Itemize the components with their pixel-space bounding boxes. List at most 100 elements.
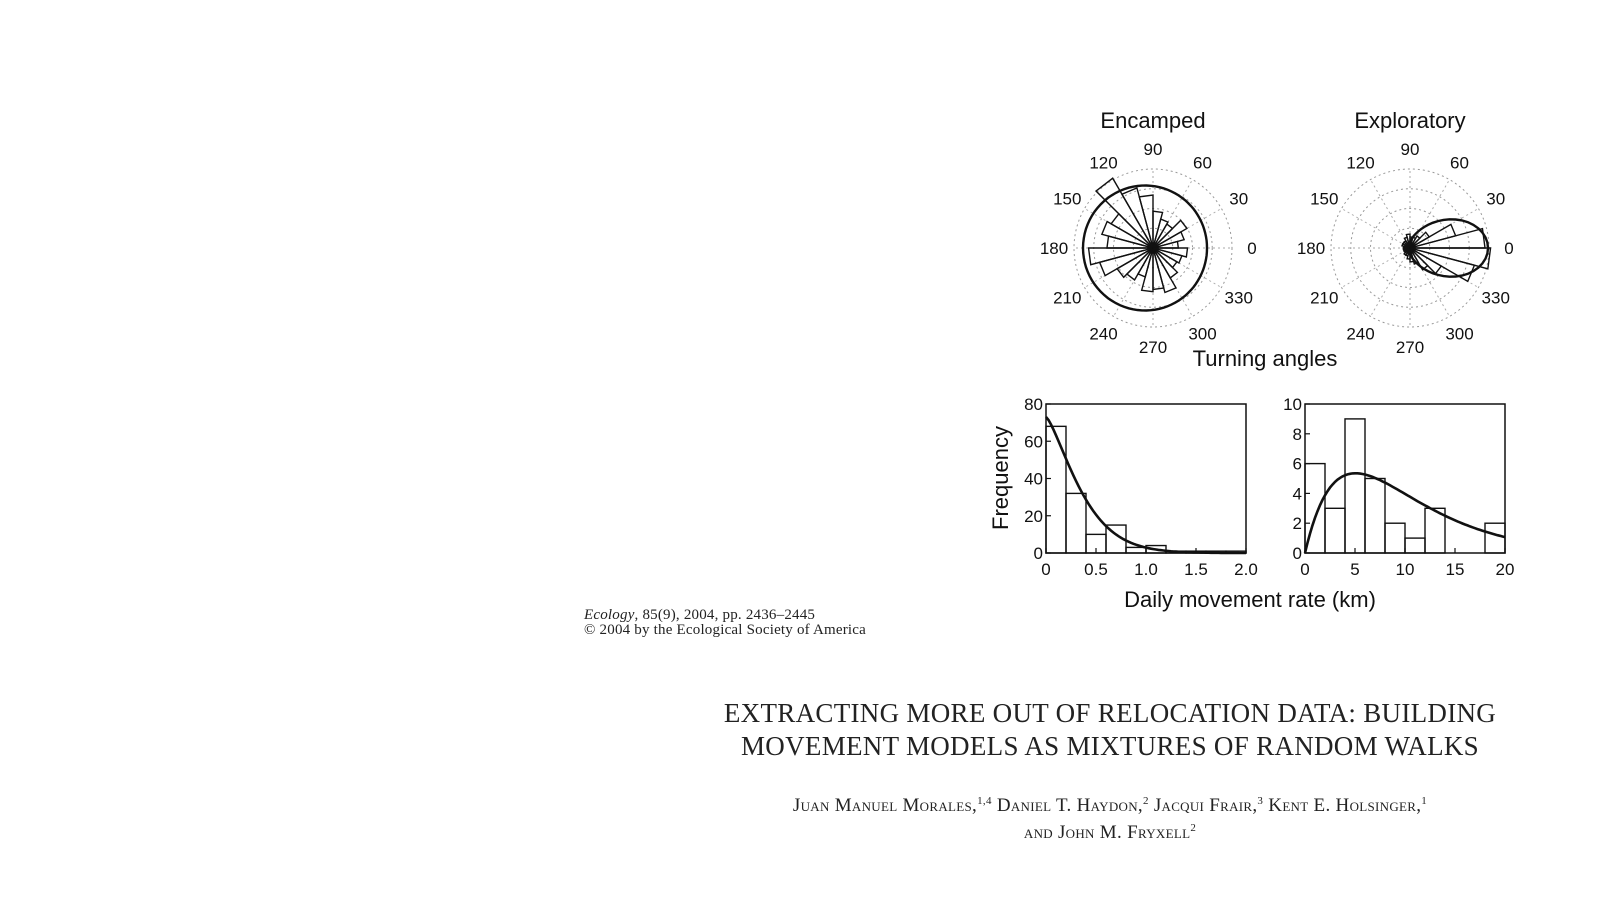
exploratory-fit-curve — [1404, 218, 1490, 278]
encamped-angle-tick: 90 — [1144, 140, 1163, 159]
encamped-hist-bar — [1045, 425, 1067, 554]
exploratory-hist-y-tick-label: 2 — [1293, 514, 1302, 533]
exploratory-angle-tick: 60 — [1450, 153, 1469, 172]
exploratory-hist-bar — [1324, 507, 1346, 554]
histogram-exploratory: 0 5 10 15 20 0 2 4 6 8 10 — [1283, 395, 1514, 579]
author-list: Juan Manuel Morales,1,4 Daniel T. Haydon… — [600, 792, 1600, 846]
encamped-angle-tick: 60 — [1193, 153, 1212, 172]
encamped-angle-tick: 300 — [1188, 325, 1216, 344]
encamped-spoke — [1152, 247, 1222, 288]
encamped-hist-y-tick-label: 60 — [1024, 432, 1043, 451]
exploratory-hist-y-tick-label: 8 — [1293, 425, 1302, 444]
citation-line: Ecology, 85(9), 2004, pp. 2436–2445 — [584, 608, 866, 623]
encamped-angle-tick: 30 — [1229, 190, 1248, 209]
polar-title-encamped: Encamped — [1100, 108, 1205, 133]
encamped-hist-x-tick-label: 0.5 — [1084, 560, 1108, 579]
x-axis-caption: Daily movement rate (km) — [1124, 587, 1376, 612]
encamped-hist-y-tick-label: 20 — [1024, 507, 1043, 526]
encamped-outer-circle — [1073, 168, 1233, 328]
exploratory-hist-x-tick-label: 10 — [1396, 560, 1415, 579]
encamped-hist-y-tick-label: 0 — [1034, 544, 1043, 563]
author-affiliation: 2 — [1190, 822, 1197, 834]
figure: Encamped 0306090120150180210240270300330… — [988, 108, 1514, 612]
exploratory-hist-bar — [1424, 507, 1446, 554]
exploratory-spoke — [1409, 179, 1450, 249]
citation: Ecology, 85(9), 2004, pp. 2436–2445 © 20… — [584, 608, 866, 638]
encamped-spoke — [1084, 247, 1154, 288]
exploratory-bar — [1409, 247, 1492, 270]
encamped-angle-tick: 270 — [1139, 338, 1167, 357]
title-line-1: EXTRACTING MORE OUT OF RELOCATION DATA: … — [723, 698, 1497, 728]
exploratory-angle-tick: 240 — [1346, 325, 1374, 344]
exploratory-hist-x-tick-label: 0 — [1300, 560, 1309, 579]
author-name: Daniel T. Haydon, — [996, 795, 1143, 816]
polar-chart-exploratory: Exploratory 0 30 60 90 120 150 180 210 240 270 300… — [1297, 108, 1514, 357]
exploratory-angle-tick: 0 — [1504, 239, 1513, 258]
encamped-hist-fit-curve — [1045, 416, 1246, 555]
polar-caption: Turning angles — [1193, 346, 1338, 371]
encamped-angle-tick: 240 — [1089, 325, 1117, 344]
journal-details: , 85(9), 2004, pp. 2436–2445 — [634, 607, 816, 623]
exploratory-hist-fit-curve — [1303, 471, 1506, 554]
encamped-angle-tick: 180 — [1040, 239, 1068, 258]
exploratory-angle-tick: 150 — [1310, 190, 1338, 209]
exploratory-angle-tick: 300 — [1445, 325, 1473, 344]
encamped-spoke — [1152, 208, 1222, 249]
exploratory-spoke — [1370, 247, 1411, 317]
exploratory-hist-y-tick-label: 4 — [1293, 484, 1302, 503]
histogram-encamped: Frequency 0 0.5 1.0 1.5 2.0 0 20 40 60 80 — [988, 395, 1258, 579]
encamped-spoke — [1152, 179, 1193, 249]
encamped-hist-bar — [1065, 492, 1087, 554]
exploratory-hist-bar — [1404, 537, 1426, 554]
author-name: and John M. Fryxell — [1023, 822, 1191, 843]
authors-line-1: Juan Manuel Morales,1,4 Daniel T. Haydon… — [600, 792, 1600, 819]
encamped-spoke — [1084, 208, 1154, 249]
encamped-hist-x-tick-label: 2.0 — [1234, 560, 1258, 579]
encamped-angle-tick: 210 — [1053, 289, 1081, 308]
authors-line-2: and John M. Fryxell2 — [600, 819, 1600, 846]
exploratory-spoke — [1341, 208, 1411, 249]
encamped-hist-x-tick-label: 0 — [1041, 560, 1050, 579]
encamped-spoke — [1152, 247, 1193, 317]
encamped-angle-tick: 330 — [1225, 289, 1253, 308]
exploratory-spoke — [1409, 208, 1479, 249]
exploratory-hist-x-tick-label: 5 — [1350, 560, 1359, 579]
exploratory-hist-y-tick-label: 0 — [1293, 544, 1302, 563]
encamped-fit-curve — [1081, 184, 1209, 312]
exploratory-spoke — [1409, 247, 1450, 317]
polar-title-exploratory: Exploratory — [1354, 108, 1465, 133]
exploratory-angle-tick: 180 — [1297, 239, 1325, 258]
encamped-hist-x-tick-label: 1.5 — [1184, 560, 1208, 579]
exploratory-hist-x-tick-label: 15 — [1446, 560, 1465, 579]
author-name: Kent E. Holsinger, — [1268, 795, 1422, 816]
exploratory-hist-bar — [1484, 522, 1506, 554]
paper-title: EXTRACTING MORE OUT OF RELOCATION DATA: … — [600, 697, 1600, 763]
exploratory-hist-bar — [1384, 522, 1406, 554]
exploratory-bar — [1409, 223, 1457, 249]
copyright-line: © 2004 by the Ecological Society of Amer… — [584, 622, 867, 638]
exploratory-hist-x-tick-label: 20 — [1496, 560, 1515, 579]
encamped-hist-y-tick-label: 40 — [1024, 470, 1043, 489]
exploratory-hist-bar — [1344, 418, 1366, 554]
exploratory-hist-y-tick-label: 6 — [1293, 455, 1302, 474]
y-axis-label: Frequency — [988, 426, 1013, 530]
exploratory-spoke — [1341, 247, 1411, 288]
exploratory-angle-tick: 30 — [1486, 190, 1505, 209]
encamped-hist-x-tick-label: 1.0 — [1134, 560, 1158, 579]
journal-name: Ecology — [584, 607, 635, 623]
encamped-angle-tick: 120 — [1089, 153, 1117, 172]
author-name: Juan Manuel Morales, — [792, 795, 978, 816]
encamped-hist-bar — [1145, 544, 1167, 554]
author-affiliation: 2 — [1142, 795, 1149, 807]
author-affiliation: 3 — [1257, 795, 1264, 807]
exploratory-spoke — [1370, 179, 1411, 249]
encamped-angle-tick: 150 — [1053, 190, 1081, 209]
encamped-hist-bar — [1105, 524, 1127, 554]
exploratory-angle-tick: 270 — [1396, 338, 1424, 357]
exploratory-angle-tick: 210 — [1310, 289, 1338, 308]
encamped-hist-y-tick-label: 80 — [1024, 395, 1043, 414]
exploratory-hist-bar — [1364, 477, 1386, 554]
exploratory-angle-tick: 120 — [1346, 153, 1374, 172]
author-affiliation: 1 — [1421, 795, 1428, 807]
polar-chart-encamped: Encamped 0 30 60 90 120 150 180 210 240 270 300 330 — [1040, 108, 1257, 357]
